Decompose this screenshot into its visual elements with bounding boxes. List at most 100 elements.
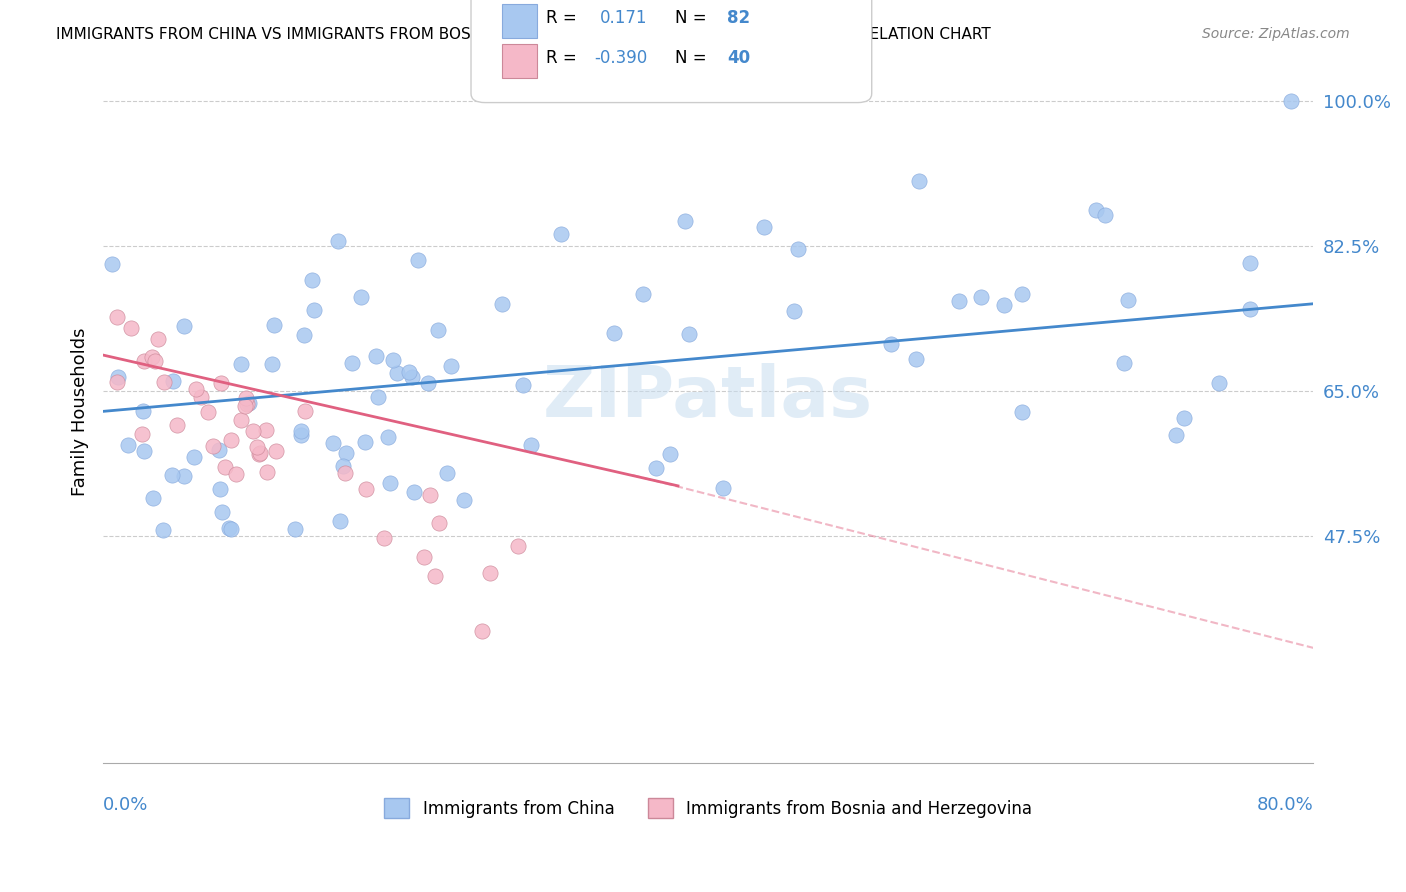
Point: [190, 390, 212, 404]
Point: [201, 439, 224, 453]
Point: [208, 442, 231, 457]
Point: [491, 297, 513, 311]
Point: [786, 242, 808, 256]
Point: [225, 467, 247, 482]
Point: [152, 375, 174, 389]
Point: [254, 423, 277, 437]
Point: [1208, 376, 1230, 390]
Point: [131, 426, 153, 441]
Text: 0.171: 0.171: [600, 9, 648, 27]
Point: [229, 357, 252, 371]
Point: [329, 514, 352, 528]
Point: [1239, 301, 1261, 316]
Point: [377, 430, 399, 444]
Point: [249, 446, 271, 460]
Point: [183, 450, 205, 464]
Point: [373, 531, 395, 545]
Point: [1011, 286, 1033, 301]
Point: [236, 397, 259, 411]
Point: [993, 298, 1015, 312]
Point: [290, 425, 312, 439]
Point: [284, 522, 307, 536]
Point: [419, 488, 441, 502]
Point: [246, 440, 269, 454]
Point: [385, 366, 408, 380]
Point: [905, 352, 928, 367]
Point: [1011, 405, 1033, 419]
Point: [1094, 208, 1116, 222]
Point: [221, 522, 243, 536]
Point: [380, 475, 402, 490]
Point: [427, 516, 450, 531]
Point: [211, 505, 233, 519]
Point: [406, 252, 429, 267]
Point: [231, 413, 253, 427]
Point: [152, 523, 174, 537]
Point: [322, 436, 344, 450]
Point: [160, 468, 183, 483]
Point: [233, 400, 256, 414]
Point: [117, 438, 139, 452]
Point: [134, 354, 156, 368]
Point: [659, 447, 682, 461]
Point: [1164, 428, 1187, 442]
Point: [301, 273, 323, 287]
Point: [453, 493, 475, 508]
Point: [398, 365, 420, 379]
Point: [292, 327, 315, 342]
Point: [294, 404, 316, 418]
Point: [401, 370, 423, 384]
Point: [209, 483, 232, 497]
Point: [290, 427, 312, 442]
Text: Source: ZipAtlas.com: Source: ZipAtlas.com: [1202, 27, 1350, 41]
Point: [645, 461, 668, 475]
Point: [381, 353, 404, 368]
Point: [427, 323, 450, 337]
Point: [631, 287, 654, 301]
Point: [107, 369, 129, 384]
Point: [101, 257, 124, 271]
Point: [880, 337, 903, 351]
Point: [162, 374, 184, 388]
Text: 0.0%: 0.0%: [103, 797, 149, 814]
Point: [367, 390, 389, 404]
Point: [247, 447, 270, 461]
Text: 40: 40: [727, 49, 749, 67]
Point: [1114, 356, 1136, 370]
Point: [242, 424, 264, 438]
Point: [470, 624, 492, 638]
Point: [105, 310, 128, 325]
Text: ZIPatlas: ZIPatlas: [543, 363, 873, 432]
Point: [673, 214, 696, 228]
Point: [603, 326, 626, 340]
Point: [235, 391, 257, 405]
Y-axis label: Family Households: Family Households: [72, 327, 89, 496]
Point: [1239, 256, 1261, 270]
Point: [948, 293, 970, 308]
Point: [264, 443, 287, 458]
Point: [173, 468, 195, 483]
Point: [143, 354, 166, 368]
Text: N =: N =: [675, 9, 706, 27]
Point: [260, 357, 283, 371]
Point: [335, 446, 357, 460]
Point: [209, 376, 232, 390]
Point: [173, 318, 195, 333]
Point: [238, 396, 260, 410]
Point: [754, 219, 776, 234]
Point: [302, 303, 325, 318]
Point: [132, 403, 155, 417]
Point: [1279, 94, 1302, 108]
Point: [678, 327, 700, 342]
Point: [166, 418, 188, 433]
Point: [333, 466, 356, 480]
Text: N =: N =: [675, 49, 706, 67]
Point: [142, 491, 165, 505]
Legend: Immigrants from China, Immigrants from Bosnia and Herzegovina: Immigrants from China, Immigrants from B…: [378, 791, 1039, 825]
Point: [197, 405, 219, 419]
Point: [520, 438, 543, 452]
Text: R =: R =: [546, 49, 576, 67]
Point: [186, 382, 208, 396]
Point: [783, 304, 806, 318]
Point: [436, 467, 458, 481]
